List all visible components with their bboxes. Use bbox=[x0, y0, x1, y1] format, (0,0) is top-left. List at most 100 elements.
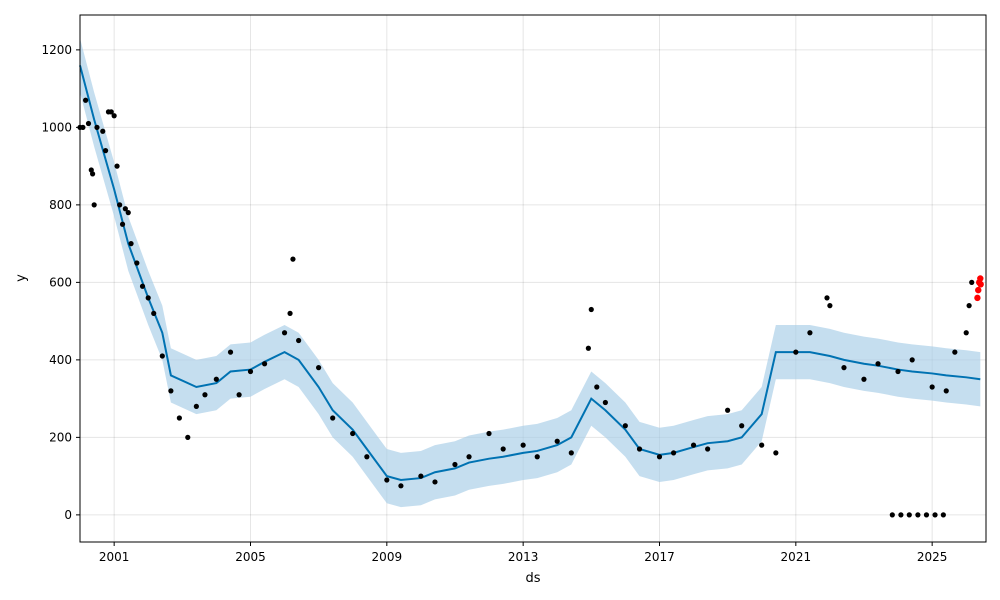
highlight-points bbox=[974, 275, 984, 302]
actual-point bbox=[151, 310, 157, 316]
actual-point bbox=[202, 392, 208, 398]
x-tick-label: 2021 bbox=[781, 550, 812, 564]
actual-point bbox=[82, 97, 89, 103]
actual-point bbox=[134, 260, 140, 266]
actual-point bbox=[773, 450, 779, 456]
actual-point bbox=[807, 330, 813, 336]
actual-point bbox=[568, 450, 574, 456]
uncertainty-interval-band bbox=[80, 38, 981, 508]
actual-point bbox=[452, 461, 458, 468]
actual-point bbox=[227, 349, 234, 355]
y-tick-label: 600 bbox=[49, 275, 72, 289]
actual-point bbox=[889, 512, 895, 518]
actual-point bbox=[588, 306, 594, 313]
actual-point bbox=[125, 210, 131, 216]
actual-point bbox=[915, 512, 921, 518]
actual-point bbox=[534, 454, 540, 460]
x-axis-label: ds bbox=[525, 571, 540, 586]
actual-point bbox=[636, 446, 643, 452]
actual-point bbox=[117, 202, 123, 208]
highlight-point bbox=[975, 286, 982, 294]
actual-point bbox=[895, 368, 901, 375]
actual-point bbox=[350, 430, 356, 437]
actual-point bbox=[594, 384, 600, 390]
actual-point bbox=[841, 365, 847, 371]
actual-point bbox=[861, 376, 867, 382]
actual-point bbox=[139, 283, 146, 289]
actual-point bbox=[602, 399, 608, 406]
y-axis-label: y bbox=[14, 274, 29, 282]
actual-point bbox=[486, 430, 492, 437]
actual-point bbox=[119, 221, 126, 227]
x-tick-label: 2005 bbox=[235, 550, 266, 564]
actual-point bbox=[261, 361, 268, 367]
x-tick-label: 2017 bbox=[644, 550, 675, 564]
actual-point bbox=[466, 454, 472, 460]
actual-point bbox=[554, 438, 560, 444]
y-axis-ticks: 0 200 400 600 800 1000 1200 bbox=[41, 43, 80, 522]
actual-point bbox=[89, 171, 96, 177]
actual-point bbox=[969, 279, 975, 285]
actual-point bbox=[330, 415, 336, 421]
actual-point bbox=[193, 403, 199, 409]
actual-point bbox=[176, 415, 182, 421]
y-tick-label: 1000 bbox=[41, 120, 72, 134]
actual-point bbox=[111, 113, 117, 119]
actual-point bbox=[100, 128, 106, 134]
actual-point bbox=[963, 330, 969, 336]
actual-point bbox=[94, 124, 100, 130]
actual-point bbox=[906, 512, 912, 518]
x-axis-ticks: 2001 2005 2009 2013 2017 2021 2025 bbox=[99, 542, 948, 564]
y-tick-label: 400 bbox=[49, 353, 72, 367]
highlight-point bbox=[977, 281, 984, 288]
actual-point bbox=[520, 442, 526, 448]
actual-point bbox=[236, 392, 242, 398]
actual-point bbox=[759, 442, 765, 448]
actual-point bbox=[168, 388, 174, 394]
forecast-line bbox=[79, 65, 981, 482]
actual-point bbox=[247, 368, 254, 375]
actual-point bbox=[296, 337, 302, 344]
actual-point bbox=[622, 423, 628, 429]
plot-frame bbox=[79, 14, 987, 543]
actual-point bbox=[952, 349, 958, 355]
actual-point bbox=[398, 483, 404, 489]
highlight-point bbox=[974, 294, 981, 302]
x-tick-label: 2009 bbox=[372, 550, 403, 564]
x-tick-label: 2025 bbox=[917, 550, 948, 564]
actual-point bbox=[114, 163, 120, 169]
actual-point bbox=[827, 303, 833, 309]
actual-point bbox=[656, 454, 663, 460]
actual-points bbox=[77, 97, 975, 518]
y-tick-label: 800 bbox=[49, 198, 72, 212]
actual-point bbox=[122, 206, 128, 212]
actual-point bbox=[287, 310, 293, 316]
actual-point bbox=[418, 473, 424, 479]
x-tick-label: 2013 bbox=[508, 550, 539, 564]
actual-point bbox=[875, 361, 881, 367]
actual-point bbox=[213, 376, 219, 382]
actual-point bbox=[432, 479, 438, 485]
x-gridlines bbox=[113, 15, 933, 542]
actual-point bbox=[690, 442, 697, 448]
actual-point bbox=[670, 450, 677, 456]
actual-point bbox=[705, 446, 711, 452]
actual-point bbox=[739, 423, 745, 429]
actual-point bbox=[585, 345, 591, 351]
x-tick-label: 2001 bbox=[99, 550, 130, 564]
actual-point bbox=[940, 512, 946, 518]
actual-point bbox=[824, 295, 830, 301]
y-tick-label: 200 bbox=[49, 430, 72, 444]
actual-point bbox=[725, 407, 731, 413]
actual-point bbox=[91, 202, 97, 208]
actual-point bbox=[898, 512, 904, 518]
actual-point bbox=[364, 454, 370, 460]
actual-point bbox=[102, 148, 109, 154]
actual-point bbox=[290, 256, 296, 262]
actual-point bbox=[943, 388, 949, 394]
actual-point bbox=[145, 295, 151, 301]
actual-point bbox=[793, 349, 799, 355]
highlight-point bbox=[977, 275, 984, 282]
y-tick-label: 0 bbox=[64, 508, 72, 522]
